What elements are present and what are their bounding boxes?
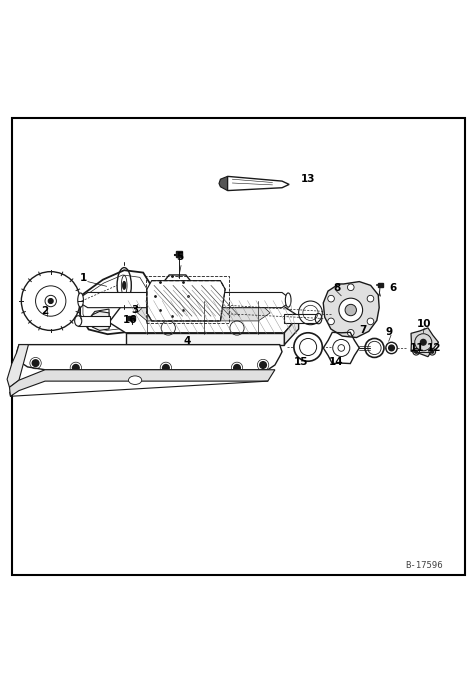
Circle shape: [163, 364, 169, 371]
Polygon shape: [284, 316, 299, 345]
Circle shape: [389, 345, 394, 350]
Circle shape: [45, 296, 56, 307]
Polygon shape: [219, 176, 228, 191]
Ellipse shape: [128, 376, 142, 384]
Polygon shape: [89, 309, 109, 328]
Circle shape: [367, 318, 374, 325]
Circle shape: [32, 359, 39, 366]
Polygon shape: [228, 176, 289, 191]
Text: 11: 11: [410, 343, 424, 353]
Text: 2: 2: [41, 307, 49, 316]
Text: 1: 1: [79, 273, 87, 283]
Polygon shape: [284, 314, 318, 323]
Circle shape: [420, 339, 426, 345]
Text: 15: 15: [294, 357, 308, 367]
Circle shape: [415, 350, 418, 353]
Ellipse shape: [315, 314, 322, 324]
Ellipse shape: [78, 293, 83, 307]
Polygon shape: [78, 316, 110, 325]
Polygon shape: [109, 301, 299, 333]
Polygon shape: [7, 345, 28, 387]
Ellipse shape: [75, 316, 82, 326]
Text: 6: 6: [390, 282, 397, 293]
Text: B-17596: B-17596: [406, 561, 443, 570]
Text: 12: 12: [427, 343, 441, 353]
Text: 16: 16: [123, 314, 137, 325]
Polygon shape: [137, 302, 270, 321]
Circle shape: [347, 330, 354, 336]
Polygon shape: [193, 292, 288, 307]
Bar: [176, 251, 182, 257]
Circle shape: [339, 298, 363, 322]
Polygon shape: [17, 345, 282, 370]
Text: 8: 8: [333, 282, 340, 293]
Circle shape: [260, 362, 266, 369]
Text: 7: 7: [359, 325, 366, 335]
Circle shape: [367, 296, 374, 302]
Polygon shape: [411, 328, 438, 357]
Text: 13: 13: [301, 174, 315, 184]
Circle shape: [73, 364, 79, 371]
Text: 3: 3: [131, 305, 139, 315]
Circle shape: [345, 305, 356, 316]
Text: 4: 4: [183, 337, 191, 346]
Polygon shape: [323, 282, 379, 337]
Bar: [146, 276, 229, 323]
Text: 14: 14: [329, 357, 344, 367]
Ellipse shape: [285, 293, 291, 307]
Bar: [378, 283, 383, 287]
Polygon shape: [147, 280, 225, 321]
Circle shape: [48, 298, 53, 303]
Text: 10: 10: [417, 319, 431, 329]
Text: 9: 9: [385, 327, 392, 337]
Circle shape: [347, 284, 354, 291]
Text: 5: 5: [176, 252, 184, 262]
Circle shape: [328, 318, 334, 325]
Polygon shape: [9, 370, 275, 396]
Polygon shape: [81, 292, 182, 307]
Circle shape: [338, 345, 345, 351]
Bar: [128, 316, 135, 321]
Circle shape: [328, 296, 334, 302]
Ellipse shape: [123, 282, 126, 289]
Circle shape: [431, 350, 434, 353]
Polygon shape: [126, 333, 284, 345]
Circle shape: [234, 364, 240, 371]
Polygon shape: [90, 312, 109, 330]
